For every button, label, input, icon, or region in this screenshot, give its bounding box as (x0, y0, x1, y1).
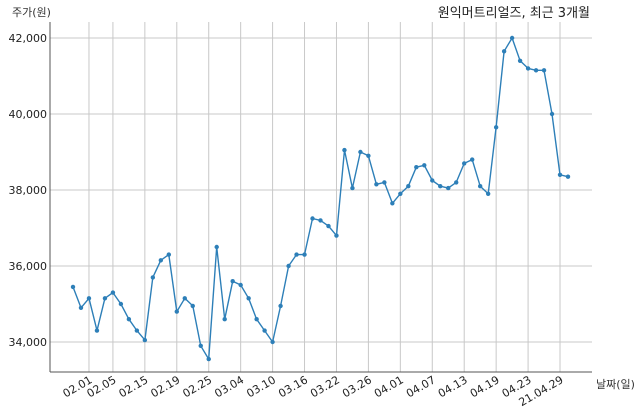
data-point (126, 317, 132, 322)
data-point (70, 284, 76, 290)
x-tick-label: 03.16 (276, 373, 310, 400)
data-point (406, 184, 411, 189)
data-point (398, 191, 403, 196)
data-point (430, 178, 435, 183)
data-point (174, 309, 179, 314)
data-point (342, 147, 347, 153)
data-point (462, 161, 467, 166)
data-point (509, 35, 515, 41)
data-point (302, 252, 307, 257)
data-point (182, 296, 187, 301)
data-point (438, 184, 443, 189)
data-point (493, 125, 499, 130)
y-tick-label: 42,000 (9, 32, 48, 45)
series-line (72, 37, 569, 360)
data-point (206, 356, 211, 362)
y-tick-label: 38,000 (9, 184, 48, 197)
data-point (286, 263, 291, 269)
data-point (517, 58, 523, 63)
x-tick-label: 03.22 (308, 373, 342, 400)
data-point (150, 275, 156, 280)
y-tick-labels: 34,000 36,000 38,000 40,000 42,000 (9, 32, 48, 349)
data-point (446, 185, 451, 191)
data-points (70, 35, 571, 362)
data-point (422, 163, 427, 168)
x-tick-label: 02.15 (117, 373, 151, 400)
x-tick-label: 02.25 (180, 373, 214, 400)
data-point (262, 328, 267, 333)
data-point (222, 317, 227, 322)
x-tick-label: 04.07 (404, 373, 438, 400)
data-point (198, 343, 203, 348)
x-tick-label: 04.13 (436, 373, 470, 400)
data-point (485, 191, 491, 196)
data-point (78, 305, 84, 310)
axes (49, 22, 592, 373)
x-tick-label: 03.26 (340, 373, 374, 400)
data-point (469, 157, 475, 162)
data-point (190, 303, 195, 309)
data-point (102, 296, 108, 301)
data-point (358, 149, 363, 155)
data-point (557, 172, 563, 177)
price-line (72, 37, 569, 360)
data-point (390, 201, 395, 206)
data-point (246, 296, 251, 301)
x-tick-label: 04.19 (468, 373, 502, 400)
data-point (214, 244, 219, 250)
data-point (238, 282, 243, 288)
data-point (254, 317, 259, 322)
data-point (310, 216, 315, 221)
x-tick-labels: 02.0102.0502.1502.1902.2503.0403.1003.16… (61, 373, 566, 409)
x-axis-unit-label: 날짜(일) (596, 377, 635, 391)
data-point (270, 339, 275, 345)
data-point (94, 328, 100, 333)
data-point (134, 328, 140, 333)
data-point (278, 303, 283, 309)
data-point (501, 49, 507, 54)
data-point (454, 180, 459, 185)
chart-title: 원익머트리얼즈, 최근 3개월 (438, 6, 590, 21)
data-point (533, 68, 539, 73)
data-point (110, 290, 116, 295)
data-point (166, 252, 172, 257)
data-point (549, 111, 555, 117)
y-tick-label: 40,000 (9, 108, 48, 121)
data-point (158, 258, 164, 263)
x-tick-label: 04.01 (372, 373, 406, 400)
data-point (142, 337, 148, 343)
y-tick-label: 36,000 (9, 260, 48, 273)
x-tick-label: 02.19 (149, 373, 183, 400)
data-point (334, 233, 339, 238)
data-point (382, 180, 387, 185)
data-point (565, 174, 571, 179)
data-point (86, 296, 92, 301)
x-tick-label: 03.10 (244, 373, 278, 400)
data-point (294, 252, 299, 257)
grid-lines (50, 22, 592, 372)
data-point (230, 279, 235, 284)
data-point (374, 182, 379, 187)
data-point (350, 185, 355, 191)
data-point (525, 66, 531, 71)
data-point (318, 218, 323, 223)
data-point (326, 223, 331, 229)
data-point (414, 165, 419, 170)
x-tick-label: 03.04 (212, 373, 246, 400)
data-point (477, 184, 483, 189)
data-point (118, 301, 124, 307)
data-point (541, 68, 547, 73)
y-tick-label: 34,000 (9, 336, 48, 349)
data-point (366, 153, 371, 158)
y-axis-unit-label: 주가(원) (12, 6, 51, 19)
